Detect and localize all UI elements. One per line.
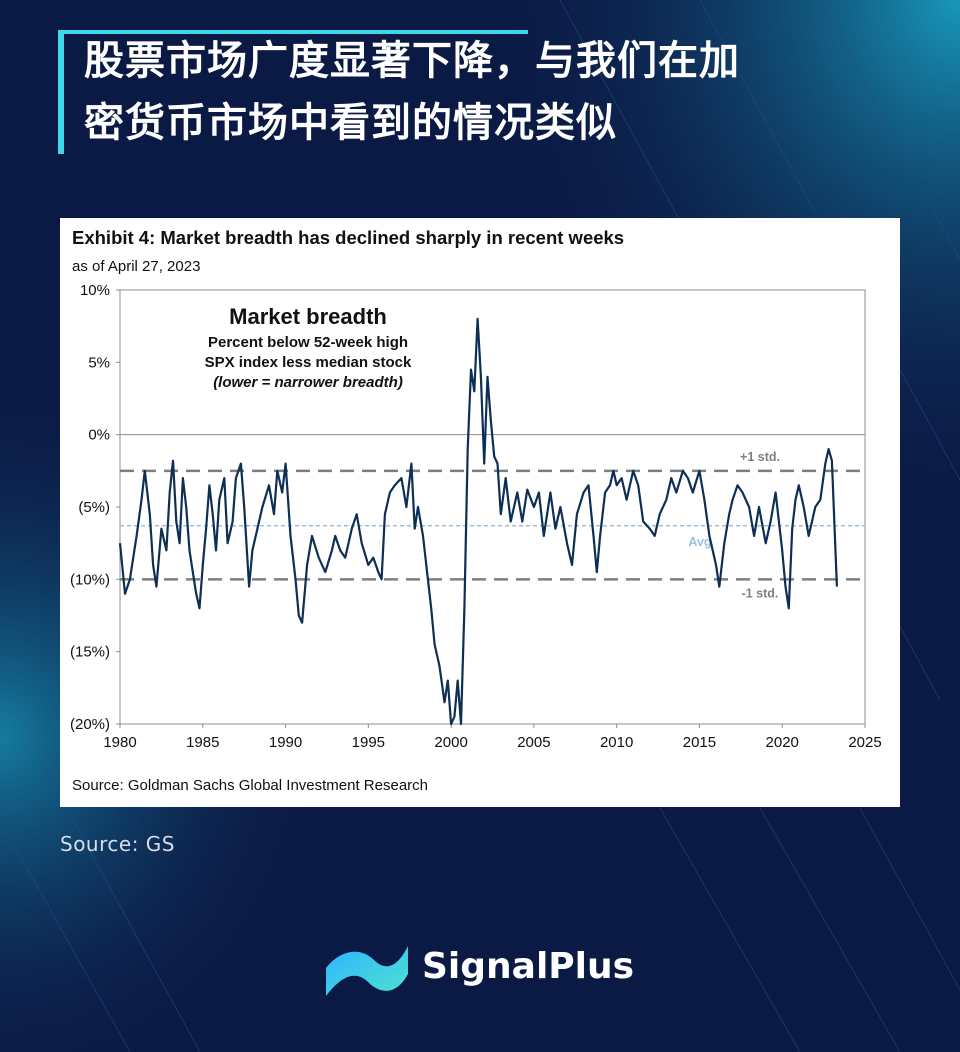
y-tick-label: 5% [88,354,110,371]
y-tick-label: (10%) [70,571,110,588]
y-tick-label: (5%) [78,499,110,516]
x-tick-label: 2010 [600,734,633,751]
chart-source: Source: Goldman Sachs Global Investment … [72,777,428,794]
annotation-title: Market breadth [229,304,387,329]
x-tick-label: 1995 [352,734,385,751]
reference-line-label: +1 std. [740,450,780,464]
y-tick-label: (15%) [70,644,110,661]
chart-card: Exhibit 4: Market breadth has declined s… [60,218,900,807]
market-breadth-chart: Exhibit 4: Market breadth has declined s… [70,227,882,794]
brand-name: SignalPlus [422,946,635,987]
reference-line-label: -1 std. [742,586,779,600]
y-tick-label: (20%) [70,716,110,733]
headline-accent-bar [58,30,528,34]
y-tick-label: 10% [80,282,110,299]
x-tick-label: 2005 [517,734,550,751]
annotation-line-1: Percent below 52-week high [208,334,408,351]
chart-annotation: Market breadth Percent below 52-week hig… [205,304,412,391]
x-tick-label: 1990 [269,734,302,751]
reference-line-label: Avg [688,535,711,549]
signalplus-logo-icon [326,946,408,996]
x-tick-label: 2025 [848,734,881,751]
chart-subtitle: as of April 27, 2023 [72,258,200,275]
x-tick-label: 1980 [103,734,136,751]
headline-line-1: 股票市场广度显著下降，与我们在加 [84,38,740,84]
annotation-line-3: (lower = narrower breadth) [213,374,403,391]
x-tick-label: 2020 [766,734,799,751]
x-tick-label: 2015 [683,734,716,751]
headline: 股票市场广度显著下降，与我们在加 密货币市场中看到的情况类似 [58,30,884,154]
market-breadth-series-line [118,317,838,726]
x-tick-label: 2000 [434,734,467,751]
chart-title: Exhibit 4: Market breadth has declined s… [72,227,624,248]
annotation-line-2: SPX index less median stock [205,354,412,371]
brand: SignalPlus [322,940,652,1000]
x-tick-label: 1985 [186,734,219,751]
headline-line-2: 密货币市场中看到的情况类似 [84,100,617,146]
footer-source: Source: GS [60,832,175,856]
y-tick-label: 0% [88,427,110,444]
